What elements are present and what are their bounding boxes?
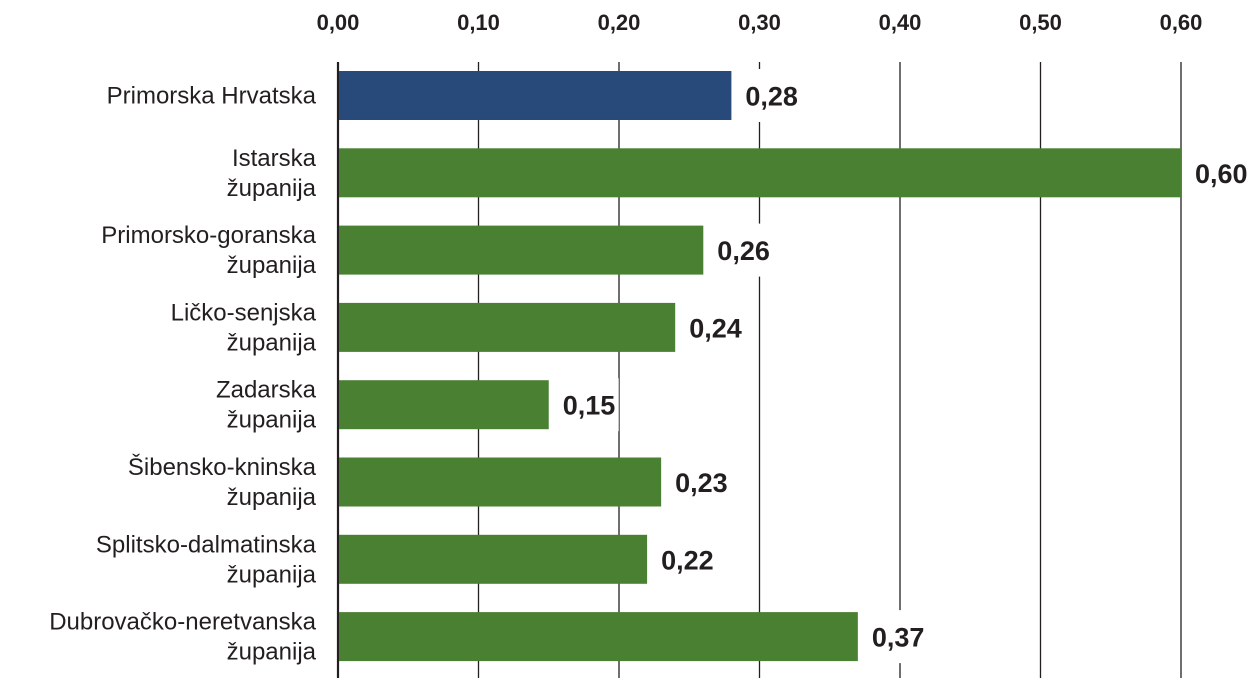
category-label-5-line-1: županija [227,484,317,511]
x-axis-ticks: 0,00 0,10 0,20 0,30 0,40 0,50 0,60 [317,10,1203,35]
x-tick-label-5: 0,50 [1019,10,1062,35]
category-label-1-line-0: Istarska [232,145,317,172]
bar-7 [339,612,858,662]
category-label-1-line-1: županija [227,175,317,202]
value-label-1: 0,60 [1195,159,1248,189]
bar-5 [339,457,662,507]
category-label-4-line-1: županija [227,407,317,434]
category-label-0-line-0: Primorska Hrvatska [107,83,317,110]
bar-6 [339,534,648,584]
value-label-background-1 [1183,146,1251,200]
bar-3 [339,302,676,352]
x-tick-label-3: 0,30 [738,10,781,35]
value-labels: 0,28 0,60 0,26 0,24 0,15 0,23 0,22 0,37 [563,82,1248,653]
value-label-6: 0,22 [661,545,714,575]
value-label-background-0 [733,69,802,122]
value-label-background-7 [859,610,928,664]
category-label-2-line-0: Primorsko-goranska [101,222,316,249]
x-tick-label-4: 0,40 [879,10,922,35]
value-label-3: 0,24 [689,313,742,343]
category-label-5-line-0: Šibensko-kninska [128,453,317,481]
category-label-3-line-0: Ličko-senjska [171,299,317,326]
value-label-5: 0,23 [675,468,728,498]
x-tick-label-6: 0,60 [1160,10,1203,35]
value-label-background-6 [649,532,718,586]
x-tick-label-2: 0,20 [598,10,641,35]
value-label-0: 0,28 [745,82,798,112]
x-tick-label-1: 0,10 [457,10,500,35]
value-label-4: 0,15 [563,391,616,421]
bars [339,69,1251,664]
bar-2 [339,225,704,275]
category-labels: Primorska Hrvatska Istarska županija Primor… [49,83,316,666]
x-tick-label-0: 0,00 [317,10,360,35]
value-label-background-4 [550,378,619,432]
category-label-7-line-1: županija [227,639,317,666]
bar-4 [339,380,549,430]
value-label-7: 0,37 [872,623,925,653]
category-label-2-line-1: županija [227,252,317,279]
value-label-background-5 [663,455,732,509]
category-label-6-line-1: županija [227,561,317,588]
category-label-6-line-0: Splitsko-dalmatinska [96,531,317,558]
value-label-background-2 [705,223,774,277]
value-label-background-3 [677,300,746,354]
value-label-2: 0,26 [717,236,770,266]
bar-0 [339,71,732,120]
category-label-3-line-1: županija [227,329,317,356]
bar-1 [339,148,1181,198]
category-label-7-line-0: Dubrovačko-neretvanska [49,609,316,636]
category-label-4-line-0: Zadarska [216,377,317,404]
